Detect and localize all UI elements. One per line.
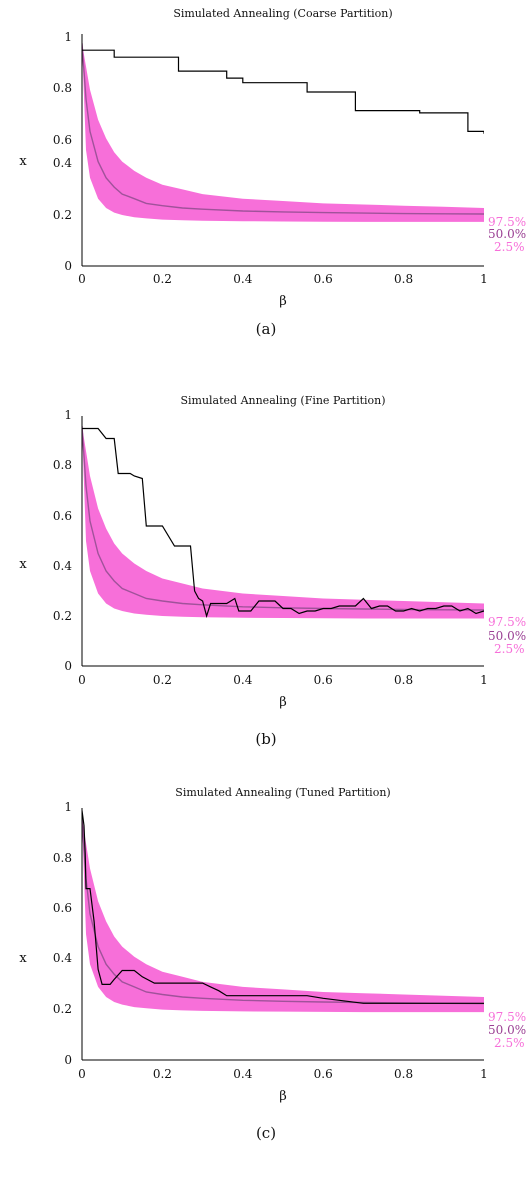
y-tick-label: 1 <box>64 30 72 44</box>
lower-quantile-label: 2.5% <box>494 240 525 254</box>
y-tick-label: 0.6 <box>53 133 72 147</box>
x-tick-label: 1 <box>480 272 488 286</box>
y-tick-label: 0.4 <box>53 559 72 573</box>
upper-quantile-label: 97.5% <box>488 1010 526 1024</box>
y-tick-label: 0.6 <box>53 901 72 915</box>
x-axis-label: β <box>279 1089 287 1104</box>
median-quantile-label: 50.0% <box>488 629 526 643</box>
median-quantile-label: 50.0% <box>488 227 526 241</box>
y-tick-label: 0.4 <box>53 156 72 170</box>
x-tick-label: 0.6 <box>314 1067 333 1081</box>
y-tick-label: 0.2 <box>53 208 72 222</box>
lower-quantile-label: 2.5% <box>494 642 525 656</box>
chart-title: Simulated Annealing (Coarse Partition) <box>173 7 392 20</box>
x-tick-label: 0.4 <box>233 272 252 286</box>
subfigure-caption: (c) <box>256 1124 276 1142</box>
band-95-area <box>82 43 484 222</box>
x-tick-label: 0.2 <box>153 272 172 286</box>
x-tick-label: 1 <box>480 1067 488 1081</box>
median-quantile-label: 50.0% <box>488 1023 526 1037</box>
chart-title: Simulated Annealing (Fine Partition) <box>180 394 385 407</box>
y-axis-label: x <box>19 557 27 572</box>
x-tick-label: 1 <box>480 673 488 687</box>
chart-title: Simulated Annealing (Tuned Partition) <box>175 786 390 799</box>
annealing-path-line <box>82 810 484 1004</box>
y-tick-label: 0 <box>64 1053 72 1067</box>
x-tick-label: 0.4 <box>233 673 252 687</box>
x-tick-label: 0.6 <box>314 673 333 687</box>
y-tick-label: 0.8 <box>53 458 72 472</box>
y-tick-label: 0.6 <box>53 509 72 523</box>
median-line <box>82 818 484 1005</box>
y-tick-label: 1 <box>64 800 72 814</box>
x-axis-label: β <box>279 695 287 710</box>
y-tick-label: 0.2 <box>53 1002 72 1016</box>
x-tick-label: 0.8 <box>394 673 413 687</box>
panel-a: Simulated Annealing (Coarse Partition) 0… <box>19 7 526 338</box>
x-tick-label: 0 <box>78 272 86 286</box>
y-axis-label: x <box>19 951 27 966</box>
panel-c: Simulated Annealing (Tuned Partition) 0 … <box>19 786 526 1142</box>
x-tick-label: 0 <box>78 1067 86 1081</box>
median-line <box>82 425 484 611</box>
y-tick-label: 0.2 <box>53 609 72 623</box>
upper-quantile-label: 97.5% <box>488 615 526 629</box>
upper-quantile-label: 97.5% <box>488 215 526 229</box>
subfigure-caption: (a) <box>256 320 277 338</box>
y-tick-label: 0.4 <box>53 951 72 965</box>
lower-quantile-label: 2.5% <box>494 1036 525 1050</box>
subfigure-caption: (b) <box>255 730 276 748</box>
y-tick-label: 1 <box>64 408 72 422</box>
band-95-area <box>82 426 484 619</box>
x-tick-label: 0.2 <box>153 673 172 687</box>
x-tick-label: 0 <box>78 673 86 687</box>
y-tick-label: 0 <box>64 259 72 273</box>
x-tick-label: 0.4 <box>233 1067 252 1081</box>
y-tick-label: 0.8 <box>53 81 72 95</box>
y-tick-label: 0 <box>64 659 72 673</box>
x-tick-label: 0.8 <box>394 1067 413 1081</box>
y-tick-label: 0.8 <box>53 851 72 865</box>
annealing-path-line <box>82 49 484 134</box>
x-tick-label: 0.2 <box>153 1067 172 1081</box>
band-95-area <box>82 818 484 1013</box>
x-tick-label: 0.6 <box>314 272 333 286</box>
annealing-path-line <box>82 427 484 619</box>
x-tick-label: 0.8 <box>394 272 413 286</box>
panel-b: Simulated Annealing (Fine Partition) 0 0… <box>19 394 526 748</box>
x-axis-label: β <box>279 294 287 309</box>
y-axis-label: x <box>19 154 27 169</box>
median-line <box>82 43 484 215</box>
